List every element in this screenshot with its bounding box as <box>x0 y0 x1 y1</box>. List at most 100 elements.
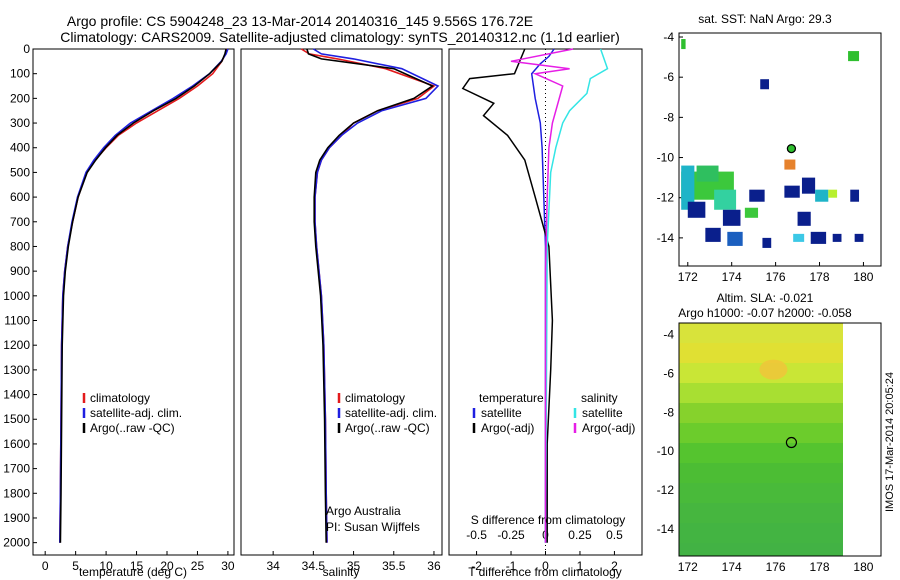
sst-data-cell <box>797 211 811 226</box>
legend-satellite: satellite-adj. clim. <box>90 406 182 420</box>
temperature-xlabel: temperature (deg C) <box>79 565 187 579</box>
legend-argo: Argo(..raw -QC) <box>345 421 430 435</box>
x-tick-label: 2 <box>611 559 618 573</box>
argo-float-marker <box>785 436 798 449</box>
series-argo-line <box>59 48 227 543</box>
s-tick-label: 0.25 <box>568 528 592 542</box>
s-tick-label: 0.5 <box>606 528 623 542</box>
y-tick-label: 900 <box>10 264 30 278</box>
s-tick-label: -0.5 <box>466 528 487 542</box>
sst-data-cell <box>848 51 860 62</box>
salinity-legend: climatology satellite-adj. clim. Argo(..… <box>337 391 437 435</box>
sla-band <box>679 543 881 556</box>
x-tick-label: 5 <box>72 559 79 573</box>
y-tick-label: 100 <box>10 67 30 81</box>
x-tick-label: -2 <box>471 559 482 573</box>
sst-data-cell <box>784 159 796 170</box>
legend-salinity-title: salinity <box>581 391 618 405</box>
sst-data-cell <box>793 233 805 242</box>
sst-data-cell <box>854 233 864 242</box>
sla-map: 172 174 176 178 180 -4 -6 -8 -10 -12 -14 <box>657 323 881 574</box>
s-tick-label: -0.25 <box>497 528 525 542</box>
x-tick-label: 172 <box>678 560 698 574</box>
salinity-xlabel: salinity <box>323 565 360 579</box>
y-tick-label: -10 <box>657 444 675 458</box>
y-tick-label: -14 <box>657 231 675 245</box>
y-tick-label: 600 <box>10 190 30 204</box>
x-tick-label: 36 <box>427 559 441 573</box>
sst-map: 172 174 176 178 180 -4 -6 -8 -10 -12 -14 <box>657 30 874 284</box>
sst-data-cell <box>714 189 737 210</box>
argo-float-marker <box>786 143 797 154</box>
x-tick-label: 15 <box>130 559 144 573</box>
sla-band <box>679 503 881 523</box>
sst-data-cell <box>687 201 706 218</box>
y-tick-label: -6 <box>663 70 674 84</box>
y-tick-label: 1100 <box>4 314 30 328</box>
sst-map-background <box>679 33 881 266</box>
legend-climatology: climatology <box>345 391 405 405</box>
sla-band <box>679 463 881 483</box>
legend-satellite: satellite-adj. clim. <box>345 406 437 420</box>
sst-data-cell <box>744 207 759 218</box>
sst-data-cell <box>810 231 827 244</box>
y-tick-label: 300 <box>10 116 30 130</box>
x-tick-label: 34.5 <box>302 559 326 573</box>
y-tick-label: 1000 <box>3 289 30 303</box>
x-tick-label: 176 <box>766 270 786 284</box>
x-tick-label: 30 <box>221 559 235 573</box>
x-tick-label: 176 <box>766 560 786 574</box>
sst-data-cell <box>762 237 772 248</box>
sla-land-mask <box>843 323 881 556</box>
x-tick-label: 172 <box>678 270 698 284</box>
y-tick-label: 500 <box>10 165 30 179</box>
series-s-satellite-line <box>544 48 609 543</box>
x-tick-label: 174 <box>722 270 742 284</box>
sst-data-cell <box>749 189 765 202</box>
y-tick-label: 1700 <box>3 462 30 476</box>
sla-band <box>679 323 881 343</box>
series-argo-line <box>306 48 435 543</box>
sst-map-title: sat. SST: NaN Argo: 29.3 <box>698 12 832 26</box>
x-tick-label: 20 <box>160 559 174 573</box>
x-tick-label: 180 <box>853 270 873 284</box>
x-tick-label: 25 <box>191 559 205 573</box>
y-tick-label: 1500 <box>3 412 30 426</box>
temperature-panel <box>32 48 235 556</box>
x-tick-label: 180 <box>853 560 873 574</box>
temperature-legend: climatology satellite-adj. clim. Argo(..… <box>82 391 182 435</box>
x-tick-label: 178 <box>810 560 830 574</box>
pi-note: PI: Susan Wijffels <box>326 520 420 534</box>
sst-data-cell <box>815 189 829 202</box>
y-tick-label: -14 <box>657 522 675 536</box>
y-tick-label: -10 <box>657 151 675 165</box>
y-tick-label: 700 <box>10 215 30 229</box>
y-tick-label: 1300 <box>3 363 30 377</box>
salinity-plot: 34 34.5 35 35.5 36 <box>266 48 441 573</box>
y-tick-label: -8 <box>663 110 674 124</box>
sst-data-cell <box>705 227 721 242</box>
sla-high-anomaly <box>759 359 788 380</box>
x-tick-label: 0 <box>42 559 49 573</box>
x-tick-label: 178 <box>810 270 830 284</box>
legend-climatology: climatology <box>90 391 150 405</box>
x-tick-label: 35.5 <box>382 559 406 573</box>
legend-temperature-title: temperature <box>479 391 544 405</box>
sla-map-frame <box>678 322 882 557</box>
y-tick-label: -4 <box>663 328 674 342</box>
difference-plot: -2 -1 0 1 2-0.5 -0.25 0 0.25 0.5 <box>461 48 623 573</box>
x-tick-label: 1 <box>577 559 584 573</box>
difference-xlabel: T difference from climatology <box>468 565 622 579</box>
legend-t-satellite: satellite <box>481 406 522 420</box>
x-tick-label: 34 <box>266 559 280 573</box>
y-tick-label: 1200 <box>3 338 30 352</box>
y-tick-label: -4 <box>663 30 674 44</box>
y-tick-label: 800 <box>10 239 30 253</box>
sla-band <box>679 343 881 363</box>
x-tick-label: 10 <box>99 559 113 573</box>
series-s-argo-line <box>510 48 574 543</box>
sla-band <box>679 403 881 423</box>
y-tick-label: 1900 <box>3 511 30 525</box>
sla-band <box>679 383 881 403</box>
